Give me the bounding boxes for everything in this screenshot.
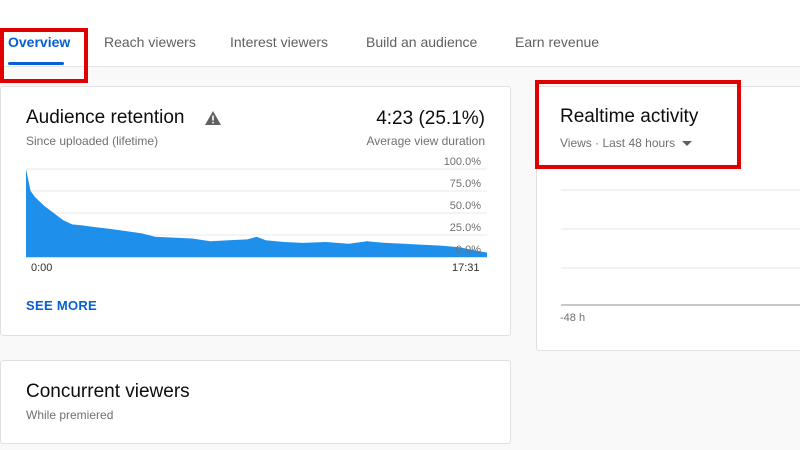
retention-chart[interactable]: 100.0% 75.0% 50.0% 25.0% 0.0% xyxy=(1,157,512,267)
realtime-period-label: Views · Last 48 hours xyxy=(560,136,676,150)
realtime-activity-card: Realtime activity Views · Last 48 hours … xyxy=(536,86,800,351)
retention-y-tick-label: 75.0% xyxy=(450,178,481,190)
warning-icon[interactable] xyxy=(205,111,221,125)
retention-y-tick-label: 25.0% xyxy=(450,222,481,234)
retention-x-end-label: 17:31 xyxy=(452,262,480,274)
concurrent-title: Concurrent viewers xyxy=(26,381,190,402)
audience-retention-card: Audience retention Since uploaded (lifet… xyxy=(0,86,511,336)
see-more-link[interactable]: SEE MORE xyxy=(26,298,98,313)
retention-x-start-label: 0:00 xyxy=(31,262,53,274)
tab-build-an-audience[interactable]: Build an audience xyxy=(366,34,478,50)
retention-y-tick-label: 0.0% xyxy=(456,244,481,256)
tab-reach-viewers[interactable]: Reach viewers xyxy=(104,34,196,50)
retention-subtitle: Since uploaded (lifetime) xyxy=(26,134,159,148)
concurrent-subtitle: While premiered xyxy=(26,408,114,422)
realtime-title: Realtime activity xyxy=(560,106,699,127)
tab-overview[interactable]: Overview xyxy=(8,34,71,50)
tab-earn-revenue[interactable]: Earn revenue xyxy=(515,34,600,50)
retention-y-tick-label: 50.0% xyxy=(450,200,481,212)
chevron-down-icon xyxy=(682,141,693,147)
realtime-period-dropdown[interactable]: Views · Last 48 hours xyxy=(560,136,693,150)
realtime-x-start-label: -48 h xyxy=(560,312,586,324)
realtime-chart[interactable] xyxy=(537,182,800,312)
tab-interest-viewers[interactable]: Interest viewers xyxy=(230,34,329,50)
retention-y-tick-label: 100.0% xyxy=(444,157,482,168)
average-view-duration-value: 4:23 (25.1%) xyxy=(376,108,485,129)
retention-area xyxy=(26,169,487,257)
active-tab-indicator xyxy=(8,62,64,65)
tab-bar: Overview Reach viewers Interest viewers … xyxy=(0,0,800,67)
concurrent-viewers-card: Concurrent viewers While premiered xyxy=(0,360,511,444)
retention-title: Audience retention xyxy=(26,107,185,128)
average-view-duration-label: Average view duration xyxy=(366,134,485,148)
